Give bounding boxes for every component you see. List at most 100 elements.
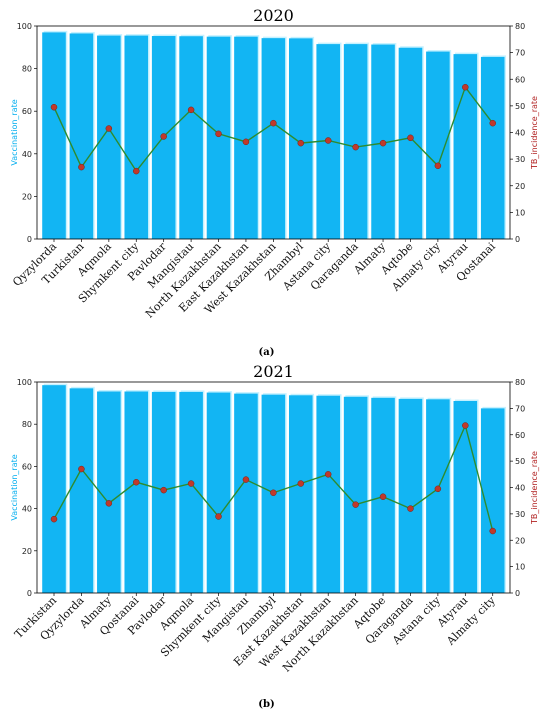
bar: [69, 33, 94, 239]
bar: [480, 408, 505, 593]
bar: [69, 388, 94, 593]
chart-title: 2020: [253, 6, 294, 25]
right-axis-label: TB_incidence_rate: [530, 96, 539, 170]
left-tick-label: 40: [22, 505, 32, 514]
tb-incidence-point: [462, 422, 469, 429]
tb-incidence-point: [242, 138, 250, 146]
right-tick-label: 80: [515, 378, 525, 387]
tb-incidence-point: [379, 493, 387, 500]
bar: [288, 38, 313, 239]
right-tick-label: 80: [515, 22, 525, 31]
tb-incidence-point: [379, 139, 387, 147]
bar: [179, 391, 203, 593]
bar: [343, 44, 368, 240]
tb-incidence-point: [352, 501, 359, 508]
tb-incidence-point: [434, 162, 442, 170]
bar: [426, 399, 450, 593]
left-tick-label: 40: [22, 150, 32, 159]
right-tick-label: 50: [515, 102, 525, 111]
tb-incidence-point: [462, 83, 469, 91]
right-axis-label: TB_incidence_rate: [530, 451, 539, 525]
right-tick-label: 0: [515, 235, 520, 244]
bar: [343, 396, 368, 593]
tb-incidence-point: [489, 527, 496, 535]
tb-incidence-point: [50, 103, 58, 111]
bar: [426, 51, 450, 240]
tb-incidence-point: [270, 119, 277, 127]
tb-incidence-point: [270, 489, 277, 497]
bar: [398, 398, 423, 593]
right-tick-label: 50: [515, 457, 525, 466]
tb-incidence-point: [160, 133, 167, 140]
bar: [453, 400, 478, 593]
right-tick-label: 10: [515, 563, 525, 572]
bar: [480, 56, 505, 240]
bar: [124, 391, 149, 593]
left-tick-label: 80: [22, 420, 32, 429]
tb-incidence-point: [324, 471, 332, 478]
bar: [97, 391, 121, 593]
bar: [234, 36, 258, 240]
tb-incidence-point: [352, 143, 359, 151]
left-tick-label: 20: [22, 547, 32, 556]
tb-incidence-point: [407, 134, 414, 142]
bar: [316, 395, 340, 593]
bar: [261, 38, 286, 240]
bar: [124, 35, 149, 240]
bar: [398, 47, 423, 240]
right-tick-label: 70: [515, 404, 525, 413]
panel-label: (b): [258, 699, 274, 710]
tb-incidence-point: [297, 480, 305, 487]
left-tick-label: 0: [27, 235, 32, 244]
bar: [42, 32, 66, 239]
chart-panel-2: 2021 0 20 40 60 80 100 0 10 20 30 40 50 60 70 80 Vaccina…: [10, 362, 539, 710]
tb-incidence-point: [133, 478, 140, 486]
bar: [42, 385, 66, 593]
left-tick-label: 60: [22, 462, 32, 471]
left-tick-label: 100: [17, 378, 32, 387]
tb-incidence-point: [489, 119, 496, 127]
tb-incidence-point: [215, 130, 222, 138]
tb-incidence-point: [324, 137, 332, 144]
tb-incidence-point: [50, 515, 58, 523]
bar: [97, 35, 121, 240]
bar: [288, 395, 313, 593]
left-axis-label: Vaccination_rate: [10, 99, 19, 165]
bar: [234, 393, 258, 593]
tb-incidence-point: [242, 476, 250, 483]
tb-incidence-point: [133, 167, 140, 175]
right-tick-label: 40: [515, 484, 525, 493]
right-tick-label: 0: [515, 589, 520, 598]
right-tick-label: 30: [515, 155, 525, 164]
left-axis-label: Vaccination_rate: [10, 454, 19, 520]
left-tick-label: 20: [22, 192, 32, 201]
left-tick-label: 80: [22, 65, 32, 74]
tb-incidence-point: [187, 106, 195, 114]
tb-incidence-point: [215, 513, 222, 520]
tb-incidence-point: [187, 480, 195, 487]
left-tick-label: 100: [17, 22, 32, 31]
bar: [206, 392, 231, 593]
left-tick-label: 0: [27, 589, 32, 598]
panel-label: (a): [259, 347, 275, 358]
right-tick-label: 60: [515, 75, 525, 84]
bar: [179, 36, 203, 239]
right-tick-label: 20: [515, 536, 525, 545]
tb-incidence-point: [105, 500, 113, 507]
tb-incidence-point: [78, 465, 85, 473]
right-tick-label: 60: [515, 431, 525, 440]
left-tick-label: 60: [22, 107, 32, 116]
tb-incidence-point: [297, 139, 305, 147]
right-tick-label: 70: [515, 49, 525, 58]
tb-incidence-point: [78, 163, 85, 171]
right-tick-label: 10: [515, 208, 525, 217]
tb-incidence-point: [407, 505, 414, 512]
right-tick-label: 20: [515, 182, 525, 191]
right-tick-label: 40: [515, 129, 525, 138]
right-tick-label: 30: [515, 510, 525, 519]
tb-incidence-point: [434, 485, 442, 493]
tb-incidence-point: [105, 125, 113, 132]
bar: [206, 36, 231, 240]
tb-incidence-point: [160, 486, 167, 494]
